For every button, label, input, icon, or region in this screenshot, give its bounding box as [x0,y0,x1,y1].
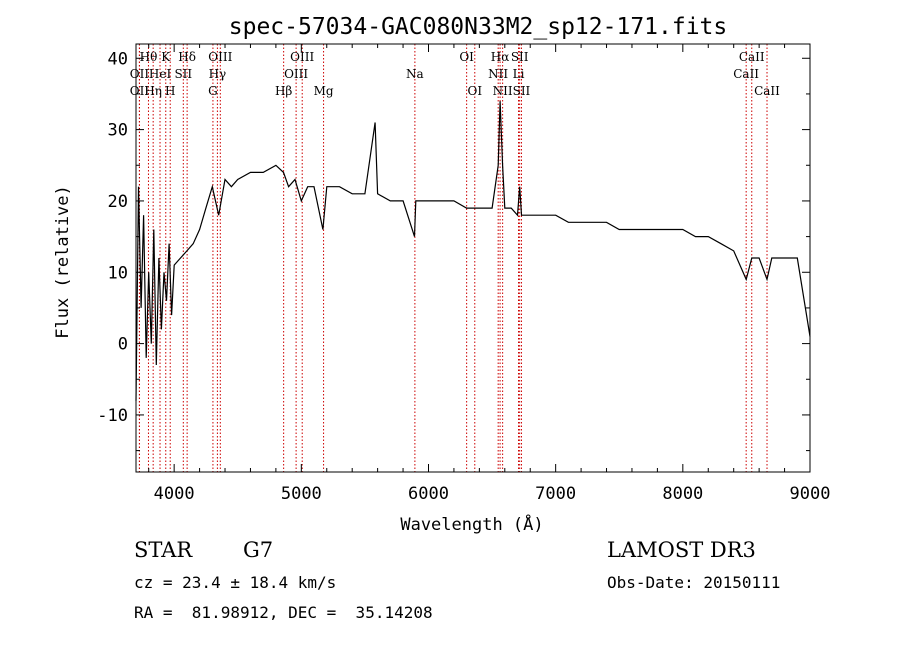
y-tick-label: 30 [108,121,128,141]
survey-name: LAMOST DR3 [607,538,756,562]
line-marker-label: Hδ [178,50,196,64]
line-marker-label: CaII [733,67,759,81]
line-marker-label: SII [511,50,529,64]
object-class: STAR [134,538,193,562]
line-marker-label: CaII [739,50,765,64]
line-marker-group [138,44,768,472]
x-axis-label: Wavelength (Å) [400,513,543,535]
line-marker-label: K [161,50,171,64]
line-marker-label-group: Hθ OII OII K Hη HeI H SII Hδ OIII Hγ G Hβ OIII OIII Mg N… [130,50,780,98]
x-tick-label: 4000 [154,484,195,504]
plot-frame [135,43,811,473]
y-axis-label: Flux (relative) [53,185,73,339]
line-marker-label: Hγ [209,67,227,81]
y-tick-label: 20 [108,192,128,212]
y-tick-label: 0 [118,335,128,355]
x-axis: 4000 5000 6000 7000 8000 9000 [148,44,831,504]
line-marker-label: H [165,84,175,98]
line-marker-label: Mg [314,84,334,98]
observation-date: Obs-Date: 20150111 [607,573,781,592]
line-marker-label: OII [130,67,150,81]
line-marker-label: SII [513,84,531,98]
x-tick-label: 5000 [281,484,322,504]
x-tick-label: 9000 [790,484,831,504]
line-marker-label: CaII [754,84,780,98]
x-tick-label: 7000 [535,484,576,504]
line-marker-label: Hθ [140,50,158,64]
line-marker-label: Hη [144,84,162,98]
line-marker-label: NII [493,84,513,98]
line-marker-label: SII [174,67,192,81]
line-marker-label: OIII [284,67,308,81]
y-tick-label: 40 [108,49,128,69]
spectrum-line [135,101,811,401]
y-tick-label: -10 [97,406,128,426]
y-tick-label: 10 [108,263,128,283]
line-marker-label: NII [488,67,508,81]
x-tick-label: 6000 [408,484,449,504]
line-marker-label: OII [130,84,150,98]
line-marker-label: OIII [290,50,314,64]
line-marker-label: G [208,84,218,98]
redshift-velocity: cz = 23.4 ± 18.4 km/s [134,573,337,592]
coordinates: RA = 81.98912, DEC = 35.14208 [134,603,433,622]
line-marker-label: HeI [149,67,172,81]
line-marker-label: OI [467,84,482,98]
spectrum-series [135,101,811,401]
line-marker-label: Hβ [275,84,292,98]
x-tick-label: 8000 [662,484,703,504]
line-marker-label: Li [513,67,525,81]
line-marker-label: Na [406,67,424,81]
line-marker-label: Hα [491,50,510,64]
chart-title: spec-57034-GAC080N33M2_sp12-171.fits [229,14,728,40]
object-subclass: G7 [243,538,274,562]
line-marker-label: OI [459,50,474,64]
line-marker-label: OIII [208,50,232,64]
y-axis: -10 0 10 20 30 40 [97,49,810,452]
